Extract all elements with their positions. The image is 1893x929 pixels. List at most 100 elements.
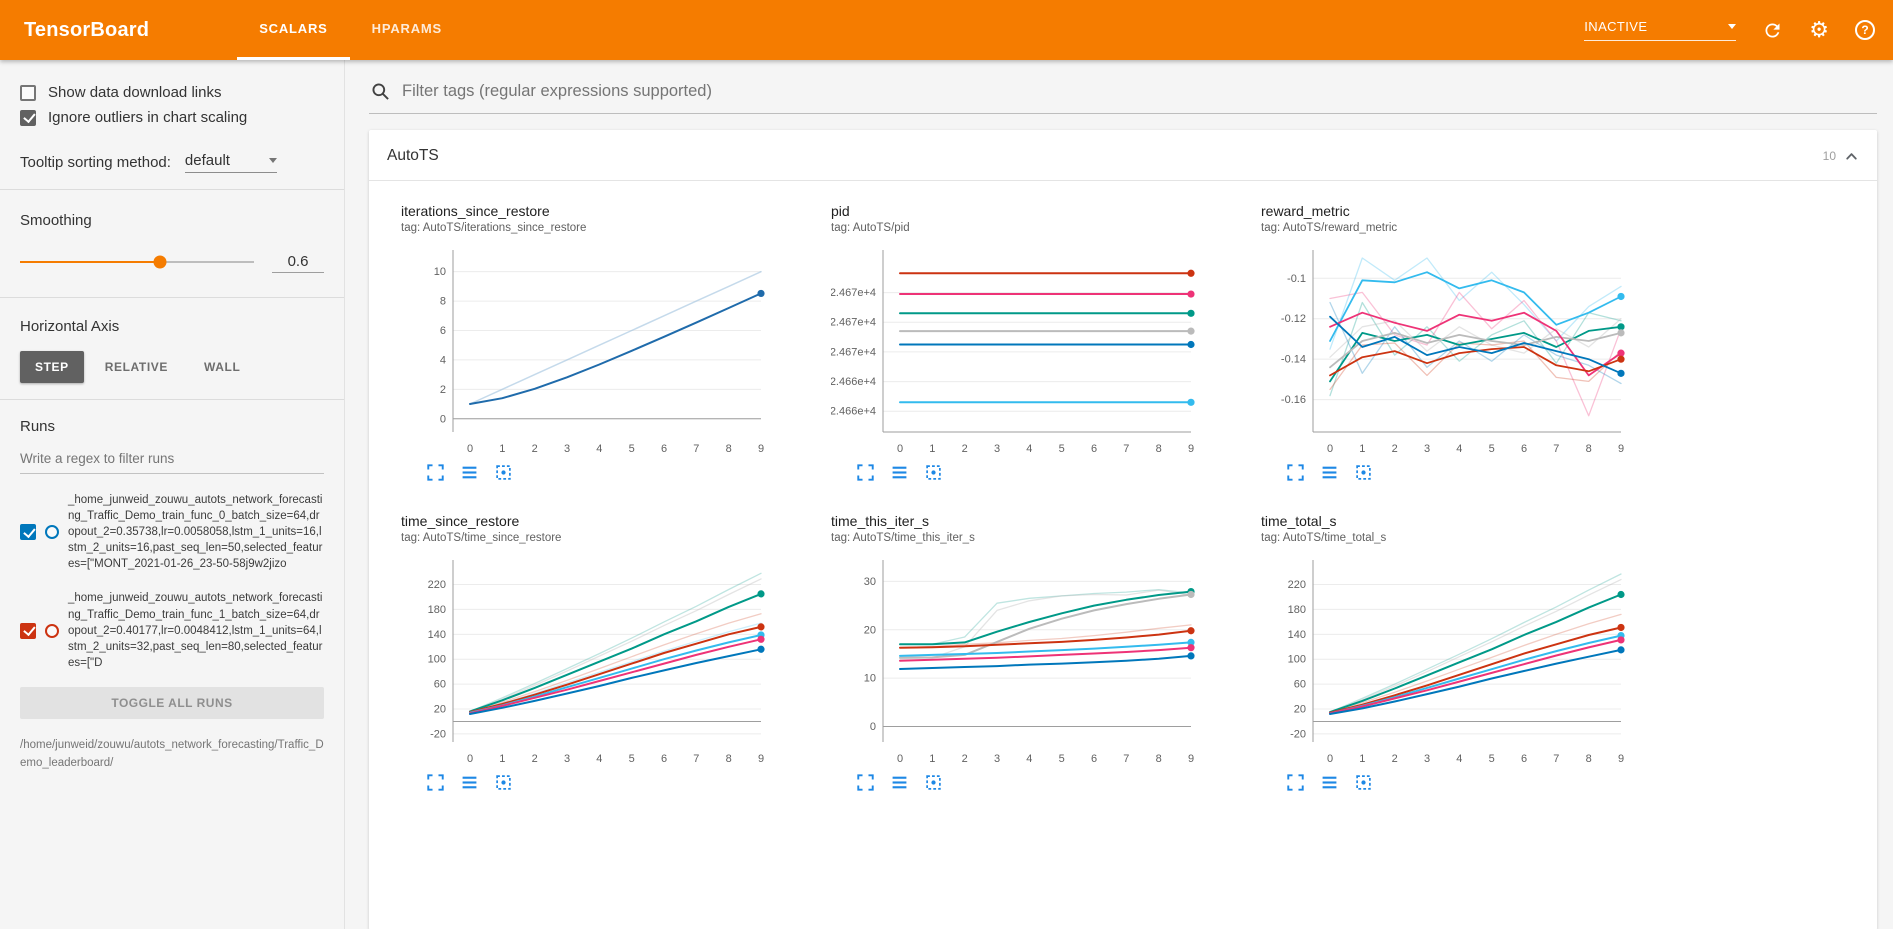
horizontal-axis-label: Horizontal Axis [20, 318, 120, 335]
svg-text:7: 7 [693, 443, 699, 455]
chart-tag: tag: AutoTS/iterations_since_restore [401, 222, 587, 234]
svg-text:8: 8 [726, 443, 732, 455]
svg-text:0: 0 [467, 753, 473, 765]
chart-card: pid tag: AutoTS/pid 2.467e+4 2.467e+4 2.46… [830, 203, 1261, 483]
svg-text:2: 2 [1392, 443, 1398, 455]
svg-text:9: 9 [1618, 753, 1624, 765]
svg-text:2.467e+4: 2.467e+4 [831, 346, 876, 358]
chart-plot[interactable]: -20 20 60 100 140 180 220 0 1 2 3 4 5 6 7 8 9 [1261, 554, 1631, 770]
chart-card: time_since_restore tag: AutoTS/time_sinc… [401, 513, 831, 793]
fit-domain-icon[interactable] [495, 464, 514, 483]
autots-card-header[interactable]: AutoTS 10 [369, 130, 1877, 181]
chart-plot[interactable]: 2.467e+4 2.467e+4 2.467e+4 2.466e+4 2.466e+4… [830, 244, 1201, 460]
runs-filter-input[interactable] [20, 445, 324, 474]
tab-scalars[interactable]: SCALARS [237, 0, 350, 60]
data-lines-icon[interactable] [891, 464, 910, 483]
data-lines-icon[interactable] [1321, 464, 1340, 483]
svg-text:4: 4 [1026, 753, 1032, 765]
fit-domain-icon[interactable] [925, 774, 944, 793]
run-checkbox[interactable] [20, 622, 36, 639]
data-status-dropdown[interactable]: INACTIVE [1584, 19, 1737, 41]
chart-actions [427, 464, 831, 483]
svg-text:1: 1 [929, 753, 935, 765]
svg-text:3: 3 [994, 443, 1000, 455]
svg-text:3: 3 [564, 443, 570, 455]
svg-text:5: 5 [629, 443, 635, 455]
svg-text:0: 0 [1327, 753, 1333, 765]
fullscreen-icon[interactable] [857, 774, 876, 793]
smoothing-slider[interactable] [20, 249, 254, 275]
settings-gear-icon[interactable]: ⚙ [1809, 17, 1829, 42]
svg-text:30: 30 [864, 576, 876, 588]
toggle-all-runs-button[interactable]: TOGGLE ALL RUNS [20, 686, 324, 719]
svg-text:20: 20 [434, 704, 446, 716]
chevron-up-icon[interactable] [1844, 149, 1859, 164]
axis-relative-button[interactable]: RELATIVE [90, 351, 183, 383]
chart-plot[interactable]: 0 10 20 30 0 1 2 3 4 5 6 7 8 9 [831, 554, 1201, 770]
data-lines-icon[interactable] [461, 774, 480, 793]
caret-down-icon [268, 158, 277, 163]
refresh-icon[interactable] [1762, 20, 1783, 41]
svg-text:6: 6 [1521, 443, 1527, 455]
fit-domain-icon[interactable] [495, 774, 514, 793]
chart-plot[interactable]: -20 20 60 100 140 180 220 0 1 2 3 4 5 6 7 8 9 [401, 554, 771, 770]
svg-text:3: 3 [1424, 443, 1430, 455]
runs-root-path: /home/junweid/zouwu/autots_network_forec… [20, 738, 324, 769]
help-icon[interactable]: ? [1855, 20, 1875, 40]
tab-hparams[interactable]: HPARAMS [371, 21, 442, 36]
tooltip-sorting-dropdown[interactable]: default [184, 152, 277, 173]
ignore-outliers-row[interactable]: Ignore outliers in chart scaling [20, 109, 324, 126]
svg-text:0: 0 [897, 753, 903, 765]
chart-card: iterations_since_restore tag: AutoTS/ite… [401, 203, 831, 483]
smoothing-value-field[interactable]: 0.6 [272, 251, 324, 273]
svg-text:9: 9 [1618, 443, 1624, 455]
fullscreen-icon[interactable] [427, 774, 446, 793]
topbar: TensorBoard SCALARS HPARAMS INACTIVE ⚙ ? [0, 0, 1893, 60]
fullscreen-icon[interactable] [1287, 774, 1306, 793]
tag-filter-row [369, 60, 1877, 114]
svg-text:2.466e+4: 2.466e+4 [831, 376, 876, 388]
data-lines-icon[interactable] [891, 774, 910, 793]
data-lines-icon[interactable] [461, 464, 480, 483]
svg-text:9: 9 [758, 753, 764, 765]
fit-domain-icon[interactable] [1355, 464, 1374, 483]
fit-domain-icon[interactable] [925, 464, 944, 483]
fit-domain-icon[interactable] [1355, 774, 1374, 793]
chart-tag: tag: AutoTS/time_since_restore [401, 532, 562, 544]
ignore-outliers-checkbox[interactable] [20, 109, 36, 126]
run-checkbox[interactable] [20, 524, 36, 541]
svg-text:2: 2 [440, 384, 446, 396]
svg-text:1: 1 [1359, 753, 1365, 765]
data-lines-icon[interactable] [1321, 774, 1340, 793]
chart-plot[interactable]: -0.16 -0.14 -0.12 -0.1 0 1 2 3 4 5 6 7 8 9 [1261, 244, 1631, 460]
run-radio[interactable] [45, 525, 59, 540]
svg-text:0: 0 [897, 443, 903, 455]
svg-text:220: 220 [1288, 579, 1306, 591]
chart-plot[interactable]: 0 2 4 6 8 10 0 1 2 3 4 5 6 7 8 9 [401, 244, 771, 460]
fullscreen-icon[interactable] [1287, 464, 1306, 483]
svg-text:5: 5 [1059, 753, 1065, 765]
svg-text:4: 4 [1456, 443, 1462, 455]
svg-text:8: 8 [1156, 753, 1162, 765]
settings-sidebar: Show data download links Ignore outliers… [0, 60, 345, 929]
axis-step-button[interactable]: STEP [20, 351, 84, 383]
tooltip-sorting-value: default [184, 152, 230, 169]
svg-text:8: 8 [1156, 443, 1162, 455]
svg-text:4: 4 [596, 753, 602, 765]
show-download-links-row[interactable]: Show data download links [20, 84, 324, 101]
divider [0, 189, 344, 190]
axis-wall-button[interactable]: WALL [189, 351, 255, 383]
fullscreen-icon[interactable] [427, 464, 446, 483]
svg-text:0: 0 [440, 413, 446, 425]
run-name: _home_junweid_zouwu_autots_network_forec… [68, 494, 323, 571]
run-item: _home_junweid_zouwu_autots_network_forec… [20, 590, 324, 670]
show-download-links-checkbox[interactable] [20, 84, 36, 101]
svg-text:10: 10 [434, 266, 446, 278]
filter-tags-input[interactable] [402, 82, 1875, 101]
svg-text:7: 7 [1123, 443, 1129, 455]
svg-text:60: 60 [1294, 679, 1306, 691]
fullscreen-icon[interactable] [857, 464, 876, 483]
smoothing-slider-thumb[interactable] [153, 255, 167, 269]
svg-text:5: 5 [629, 753, 635, 765]
run-radio[interactable] [45, 623, 59, 638]
